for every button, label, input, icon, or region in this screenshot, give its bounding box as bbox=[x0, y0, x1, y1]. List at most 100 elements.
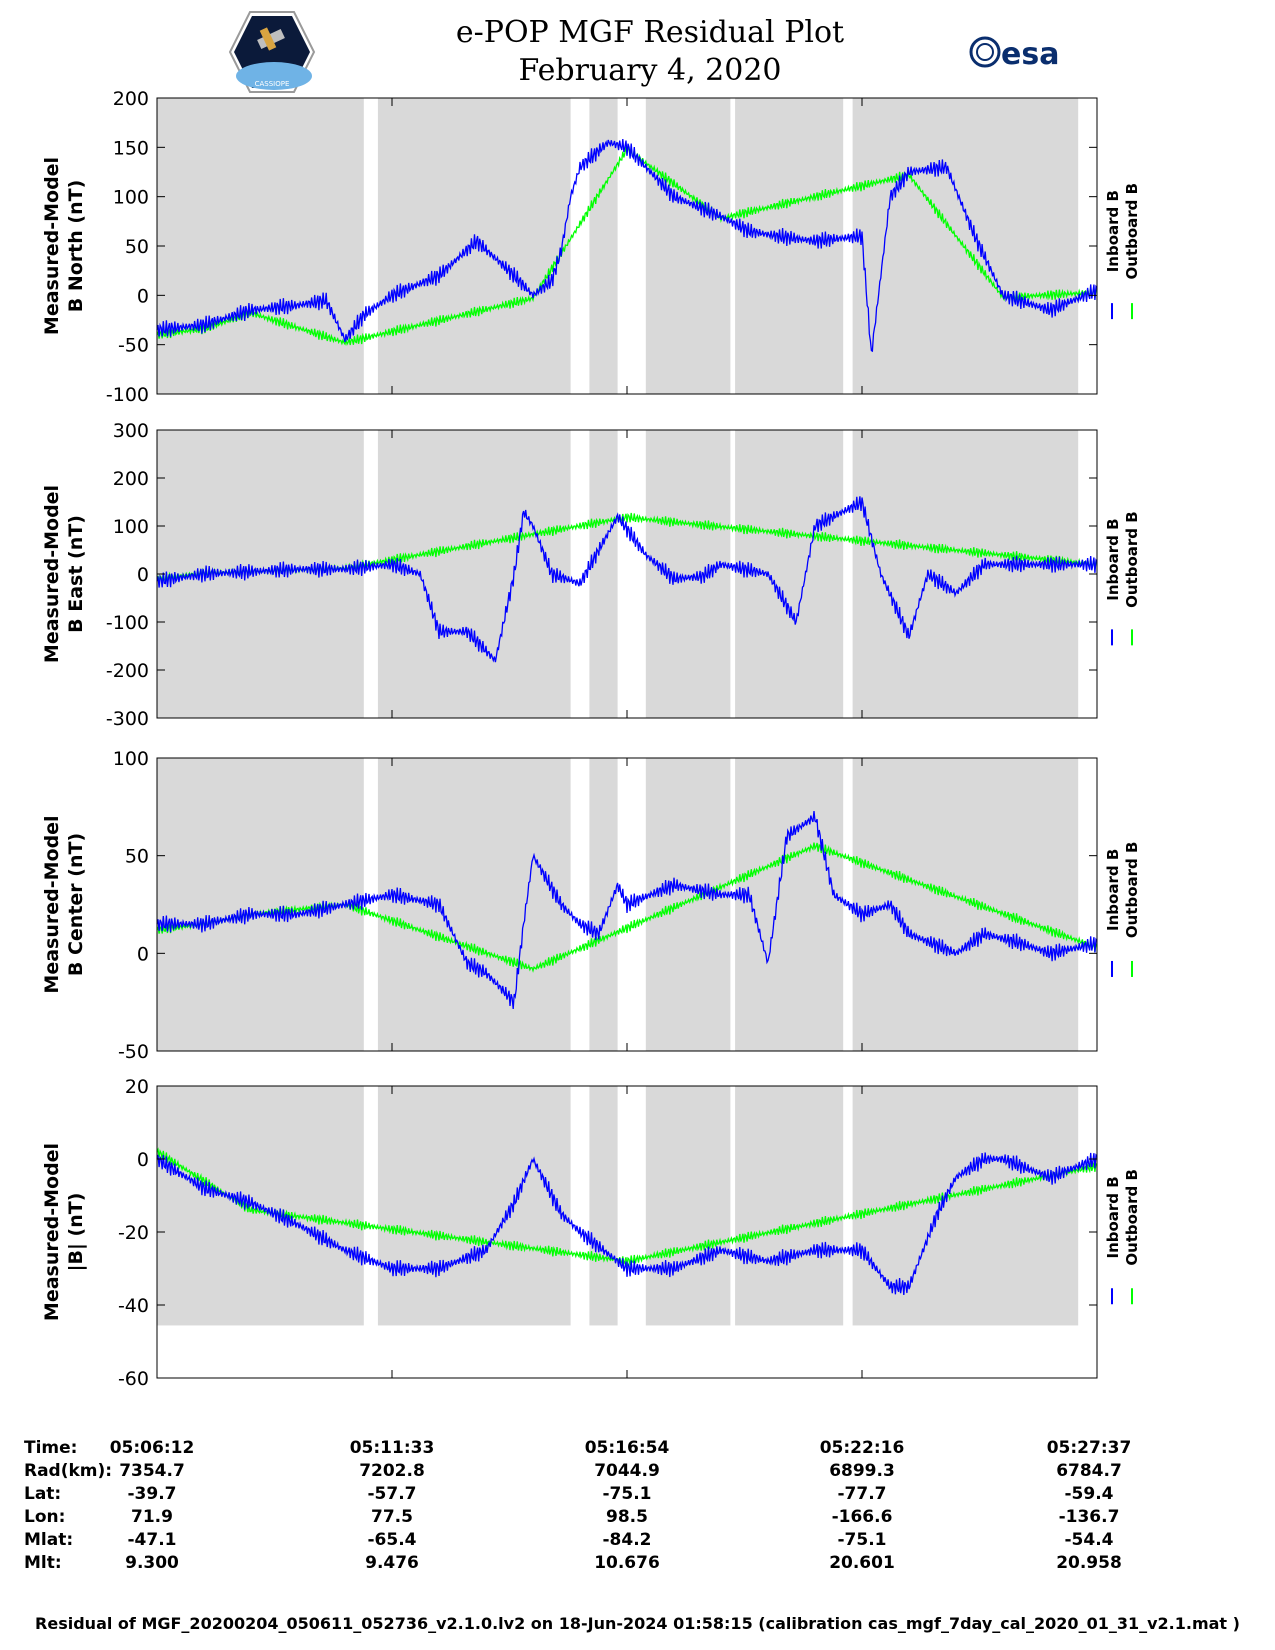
ephemeris-row-label: Lat: bbox=[24, 1484, 62, 1504]
ephemeris-value: -75.1 bbox=[837, 1530, 887, 1550]
shaded-region bbox=[157, 758, 364, 1051]
series-line-inboard-b bbox=[156, 496, 1098, 663]
y-tick-label: -60 bbox=[118, 1368, 149, 1390]
shaded-region bbox=[852, 1086, 1079, 1326]
ephemeris-value: 9.476 bbox=[365, 1553, 419, 1573]
y-tick-label: 20 bbox=[125, 1076, 149, 1098]
y-axis-label-line-1: Measured-Model bbox=[41, 157, 63, 335]
y-axis-label: Measured-Model B North (nT) bbox=[41, 157, 87, 335]
y-tick-label: -50 bbox=[118, 1041, 149, 1063]
y-tick-label: 100 bbox=[113, 748, 149, 770]
ephemeris-value: 05:06:12 bbox=[109, 1438, 195, 1458]
ephemeris-value: 9.300 bbox=[125, 1553, 179, 1573]
shaded-region bbox=[589, 430, 618, 718]
ephemeris-value: -75.1 bbox=[602, 1484, 652, 1504]
shaded-region bbox=[852, 758, 1079, 1051]
y-tick-label: -50 bbox=[118, 335, 149, 357]
y-axis-label: Measured-Model B Center (nT) bbox=[41, 815, 87, 993]
shaded-region bbox=[735, 98, 844, 394]
shaded-region bbox=[377, 430, 571, 718]
legend-inboard-label: Inboard B bbox=[1104, 518, 1122, 600]
y-tick-label: 0 bbox=[137, 943, 149, 965]
ephemeris-value: -59.4 bbox=[1064, 1484, 1114, 1504]
y-tick-label: 100 bbox=[113, 516, 149, 538]
ephemeris-row: Time: 05:06:12 05:11:33 05:16:54 05:22:16 05:… bbox=[0, 1438, 1275, 1462]
ephemeris-row: Lon: 71.9 77.5 98.5 -166.6 -136.7 bbox=[0, 1507, 1275, 1531]
shaded-region bbox=[645, 1086, 731, 1326]
y-tick-label: 50 bbox=[125, 846, 149, 868]
ephemeris-row-label: Lon: bbox=[24, 1507, 66, 1527]
panel-b-east: -300 -200 -100 0 100 200 300 Measured-Model B Ea… bbox=[41, 420, 1141, 730]
shaded-region bbox=[735, 430, 844, 718]
ephemeris-row: Mlt: 9.300 9.476 10.676 20.601 20.958 bbox=[0, 1553, 1275, 1577]
ephemeris-value: 77.5 bbox=[371, 1507, 413, 1527]
ephemeris-row-label: Time: bbox=[24, 1438, 78, 1458]
legend-outboard-label: Outboard B bbox=[1123, 1169, 1141, 1266]
y-tick-label: -100 bbox=[106, 384, 149, 406]
legend-outboard-label: Outboard B bbox=[1123, 842, 1141, 939]
svg-text:CASSIOPE: CASSIOPE bbox=[255, 80, 290, 88]
ephemeris-value: -65.4 bbox=[367, 1530, 417, 1550]
ephemeris-value: 20.958 bbox=[1056, 1553, 1122, 1573]
ephemeris-value: 71.9 bbox=[131, 1507, 173, 1527]
y-tick-label: -20 bbox=[118, 1222, 149, 1244]
title-line-2: February 4, 2020 bbox=[518, 53, 782, 88]
ephemeris-row-label: Rad(km): bbox=[24, 1461, 113, 1481]
y-tick-label: -100 bbox=[106, 612, 149, 634]
y-tick-label: 150 bbox=[113, 137, 149, 159]
ephemeris-value: -166.6 bbox=[831, 1507, 893, 1527]
y-axis-label-line-2: |B| (nT) bbox=[65, 1193, 87, 1272]
y-tick-label: 300 bbox=[113, 420, 149, 442]
ephemeris-value: 7354.7 bbox=[119, 1461, 185, 1481]
esa-logo: esa bbox=[965, 34, 1075, 78]
ephemeris-value: 7044.9 bbox=[594, 1461, 660, 1481]
ephemeris-value: -136.7 bbox=[1058, 1507, 1120, 1527]
ephemeris-row: Lat: -39.7 -57.7 -75.1 -77.7 -59.4 bbox=[0, 1484, 1275, 1508]
y-axis-label-line-2: B East (nT) bbox=[65, 515, 87, 633]
y-tick-label: 0 bbox=[137, 285, 149, 307]
legend-inboard-label: Inboard B bbox=[1104, 190, 1122, 272]
shaded-region bbox=[645, 430, 731, 718]
legend-outboard-label: Outboard B bbox=[1123, 183, 1141, 280]
y-axis-label-line-2: B Center (nT) bbox=[65, 833, 87, 976]
ephemeris-value: 6784.7 bbox=[1056, 1461, 1122, 1481]
y-axis-label-line-2: B North (nT) bbox=[65, 180, 87, 313]
y-tick-label: -300 bbox=[106, 708, 149, 730]
shaded-region bbox=[735, 1086, 844, 1326]
y-tick-label: 0 bbox=[137, 1149, 149, 1171]
y-axis-label: Measured-Model |B| (nT) bbox=[41, 1143, 87, 1321]
y-tick-label: 50 bbox=[125, 236, 149, 258]
shaded-region bbox=[645, 758, 731, 1051]
legend-inboard-label: Inboard B bbox=[1104, 1176, 1122, 1258]
ephemeris-table: Time: 05:06:12 05:11:33 05:16:54 05:22:16 05:… bbox=[0, 1438, 1275, 1608]
shaded-region bbox=[377, 758, 571, 1051]
panel-b-magnitude: -60 -40 -20 0 20 Measured-Model |B| (nT) Inboar… bbox=[41, 1076, 1141, 1390]
y-axis-label-line-1: Measured-Model bbox=[41, 815, 63, 993]
y-tick-label: 0 bbox=[137, 564, 149, 586]
plot-title: e-POP MGF Residual Plot February 4, 2020 bbox=[380, 14, 920, 90]
ephemeris-value: 05:11:33 bbox=[349, 1438, 435, 1458]
y-axis-label-line-1: Measured-Model bbox=[41, 1143, 63, 1321]
ephemeris-value: -47.1 bbox=[127, 1530, 177, 1550]
footer-caption: Residual of MGF_20200204_050611_052736_v… bbox=[35, 1614, 1240, 1633]
legend-outboard-label: Outboard B bbox=[1123, 511, 1141, 608]
panel-b-north: -100 -50 0 50 100 150 200 Measured-Model B North… bbox=[41, 88, 1141, 406]
ephemeris-row-label: Mlat: bbox=[24, 1530, 74, 1550]
ephemeris-value: -39.7 bbox=[127, 1484, 177, 1504]
ephemeris-value: -77.7 bbox=[837, 1484, 887, 1504]
series-line-inboard-b bbox=[156, 1152, 1098, 1295]
ephemeris-value: 05:22:16 bbox=[819, 1438, 905, 1458]
y-tick-label: -40 bbox=[118, 1295, 149, 1317]
ephemeris-value: 10.676 bbox=[594, 1553, 660, 1573]
ephemeris-row: Rad(km): 7354.7 7202.8 7044.9 6899.3 6784.7 bbox=[0, 1461, 1275, 1485]
series-line-outboard-b bbox=[156, 1147, 1098, 1267]
ephemeris-value: 6899.3 bbox=[829, 1461, 895, 1481]
ephemeris-row-label: Mlt: bbox=[24, 1553, 62, 1573]
shaded-region bbox=[645, 98, 731, 394]
ephemeris-value: 98.5 bbox=[606, 1507, 648, 1527]
y-tick-label: 100 bbox=[113, 187, 149, 209]
ephemeris-value: -84.2 bbox=[602, 1530, 652, 1550]
shaded-region bbox=[589, 758, 618, 1051]
shaded-region bbox=[157, 430, 364, 718]
